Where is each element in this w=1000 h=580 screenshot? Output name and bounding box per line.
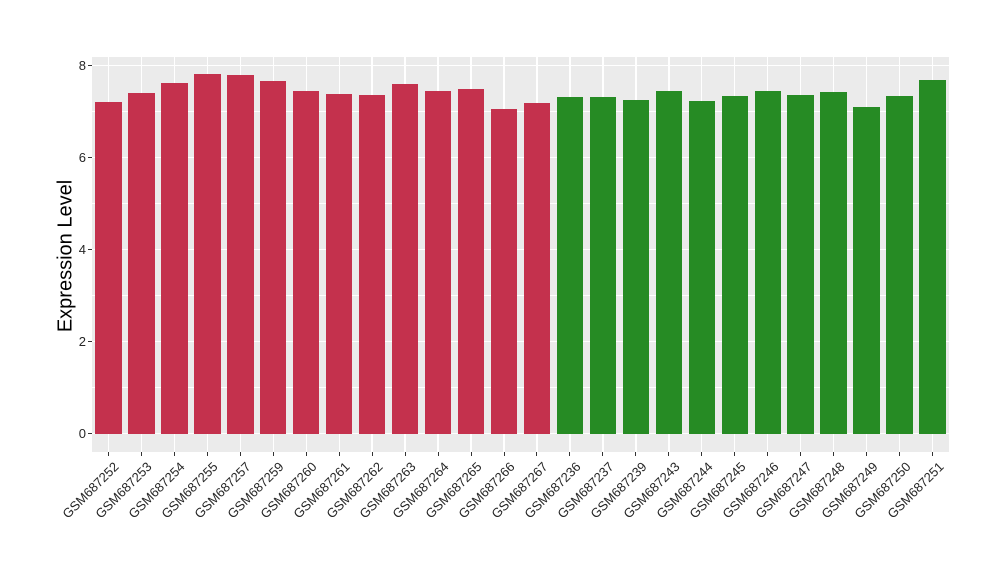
- x-tick: [800, 452, 802, 456]
- gridline-major: [92, 341, 949, 343]
- gridline-minor: [92, 387, 949, 389]
- x-tick: [701, 452, 703, 456]
- bar-GSM687257: [227, 75, 254, 434]
- bar-GSM687249: [853, 107, 880, 434]
- x-tick: [338, 452, 340, 456]
- bar-GSM687255: [194, 74, 221, 434]
- x-tick: [404, 452, 406, 456]
- bar-GSM687260: [293, 91, 320, 434]
- bar-GSM687250: [886, 96, 913, 434]
- y-tick: [88, 433, 92, 435]
- x-tick: [305, 452, 307, 456]
- x-tick: [767, 452, 769, 456]
- bar-GSM687264: [424, 90, 452, 434]
- x-tick: [833, 452, 835, 456]
- bar-GSM687252: [95, 101, 122, 434]
- gridline-minor: [92, 111, 949, 113]
- bar-GSM687262: [358, 94, 386, 434]
- y-tick-label: 2: [78, 333, 86, 349]
- gridline-major: [92, 433, 949, 435]
- x-tick: [140, 452, 142, 456]
- bar-GSM687253: [128, 93, 155, 434]
- x-tick: [866, 452, 868, 456]
- bar-GSM687247: [787, 95, 814, 434]
- y-tick: [88, 65, 92, 67]
- x-tick: [437, 452, 439, 456]
- bar-GSM687259: [260, 80, 287, 434]
- bar-GSM687251: [919, 80, 946, 434]
- gridline-minor: [92, 203, 949, 205]
- x-tick: [470, 452, 472, 456]
- bar-GSM687239: [622, 99, 650, 434]
- y-tick-label: 6: [78, 149, 86, 165]
- x-tick: [734, 452, 736, 456]
- bar-GSM687263: [391, 84, 419, 434]
- bar-GSM687265: [457, 89, 485, 434]
- x-tick: [635, 452, 637, 456]
- y-tick-label: 4: [78, 241, 86, 257]
- y-tick-label: 8: [78, 57, 86, 73]
- bar-GSM687267: [523, 102, 551, 434]
- bar-GSM687237: [589, 97, 617, 434]
- x-tick: [536, 452, 538, 456]
- x-tick: [239, 452, 241, 456]
- x-tick: [173, 452, 175, 456]
- bar-GSM687244: [688, 100, 715, 434]
- x-tick: [107, 452, 109, 456]
- y-tick-label: 0: [78, 425, 86, 441]
- bar-GSM687236: [556, 96, 584, 434]
- x-tick: [932, 452, 934, 456]
- gridline-major: [92, 249, 949, 251]
- x-tick: [503, 452, 505, 456]
- bar-GSM687261: [326, 94, 353, 434]
- x-tick: [206, 452, 208, 456]
- bar-GSM687243: [655, 91, 682, 434]
- y-tick: [88, 157, 92, 159]
- x-tick: [668, 452, 670, 456]
- x-tick: [602, 452, 604, 456]
- gridline-major: [92, 157, 949, 159]
- x-tick: [569, 452, 571, 456]
- bar-GSM687248: [820, 92, 847, 434]
- x-tick: [899, 452, 901, 456]
- gridline-major: [92, 65, 949, 67]
- gridline-minor: [92, 295, 949, 297]
- x-tick: [272, 452, 274, 456]
- bar-GSM687245: [721, 96, 748, 434]
- bar-GSM687246: [754, 91, 781, 434]
- bar-GSM687266: [490, 109, 518, 434]
- y-tick: [88, 341, 92, 343]
- bar-GSM687254: [161, 83, 188, 434]
- x-tick: [371, 452, 373, 456]
- plot-panel: [92, 57, 949, 452]
- y-tick: [88, 249, 92, 251]
